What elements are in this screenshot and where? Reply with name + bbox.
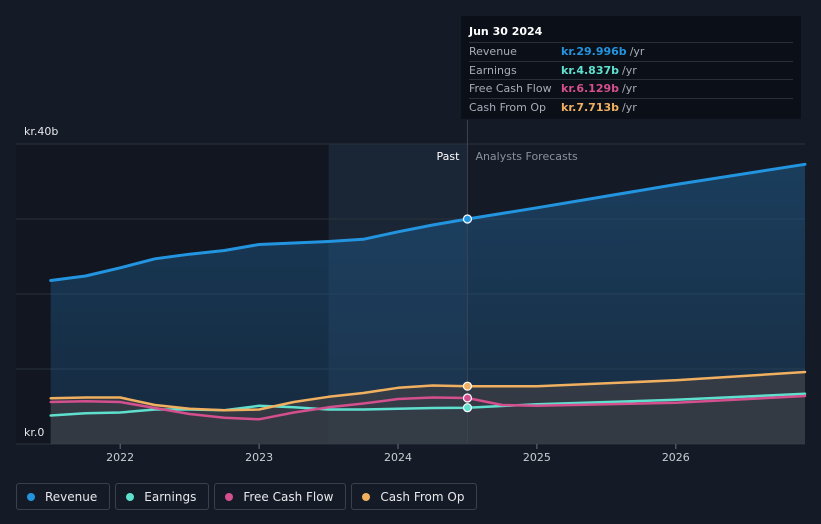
revenue-marker (462, 214, 473, 224)
tooltip-unit: /yr (622, 63, 637, 77)
tooltip-row-free-cash-flow: Free Cash Flow kr.6.129b /yr (469, 79, 793, 98)
tooltip-date: Jun 30 2024 (469, 25, 543, 38)
legend-label: Revenue (45, 489, 98, 504)
y-axis-label: kr.0 (24, 426, 44, 439)
earnings-marker (462, 403, 473, 413)
legend-item-earnings[interactable]: Earnings (115, 483, 210, 510)
legend-dot-icon (225, 492, 234, 501)
tooltip-row-revenue: Revenue kr.29.996b /yr (469, 42, 793, 61)
tooltip-unit: /yr (622, 100, 637, 114)
cash-from-op-line (49, 370, 807, 412)
y-axis-label: kr.40b (24, 125, 58, 138)
tooltip-label: Earnings (469, 63, 517, 77)
revenue-area (50, 164, 805, 445)
tooltip-value: kr.29.996b (561, 45, 627, 59)
cash-from-op-marker (462, 381, 473, 391)
legend-label: Cash From Op (380, 489, 465, 504)
tooltip: Jun 30 2024 Revenue kr.29.996b /yr Earni… (461, 16, 801, 119)
legend-dot-icon (27, 492, 35, 501)
forecast-label: Analysts Forecasts (475, 150, 578, 163)
x-tick-label: 2024 (384, 451, 412, 464)
tooltip-value: kr.4.837b (561, 63, 620, 77)
legend: Revenue Earnings Free Cash Flow Cash Fro… (16, 483, 482, 510)
free-cash-flow-line (49, 394, 807, 421)
legend-dot-icon (362, 492, 371, 501)
x-tick-label: 2026 (662, 451, 690, 464)
tooltip-label: Revenue (469, 45, 517, 59)
tooltip-unit: /yr (622, 82, 637, 96)
legend-item-cash-from-op[interactable]: Cash From Op (351, 483, 478, 510)
tooltip-label: Free Cash Flow (469, 82, 552, 96)
legend-dot-icon (126, 492, 135, 501)
x-tick-label: 2023 (245, 451, 273, 464)
tooltip-label: Cash From Op (469, 100, 547, 114)
legend-label: Earnings (144, 489, 197, 504)
tooltip-unit: /yr (629, 45, 645, 59)
legend-item-free-cash-flow[interactable]: Free Cash Flow (214, 483, 347, 510)
legend-label: Free Cash Flow (243, 489, 334, 504)
tooltip-value: kr.6.129b (561, 82, 620, 96)
free-cash-flow-marker (462, 393, 473, 403)
tooltip-value: kr.7.713b (561, 100, 620, 114)
past-label: Past (437, 150, 461, 163)
x-tick-label: 2022 (106, 451, 134, 464)
revenue-line (49, 162, 807, 282)
tooltip-row-cash-from-op: Cash From Op kr.7.713b /yr (469, 97, 793, 117)
tooltip-row-earnings: Earnings kr.4.837b /yr (469, 60, 793, 80)
x-tick-label: 2025 (523, 451, 551, 464)
legend-item-revenue[interactable]: Revenue (16, 483, 111, 510)
